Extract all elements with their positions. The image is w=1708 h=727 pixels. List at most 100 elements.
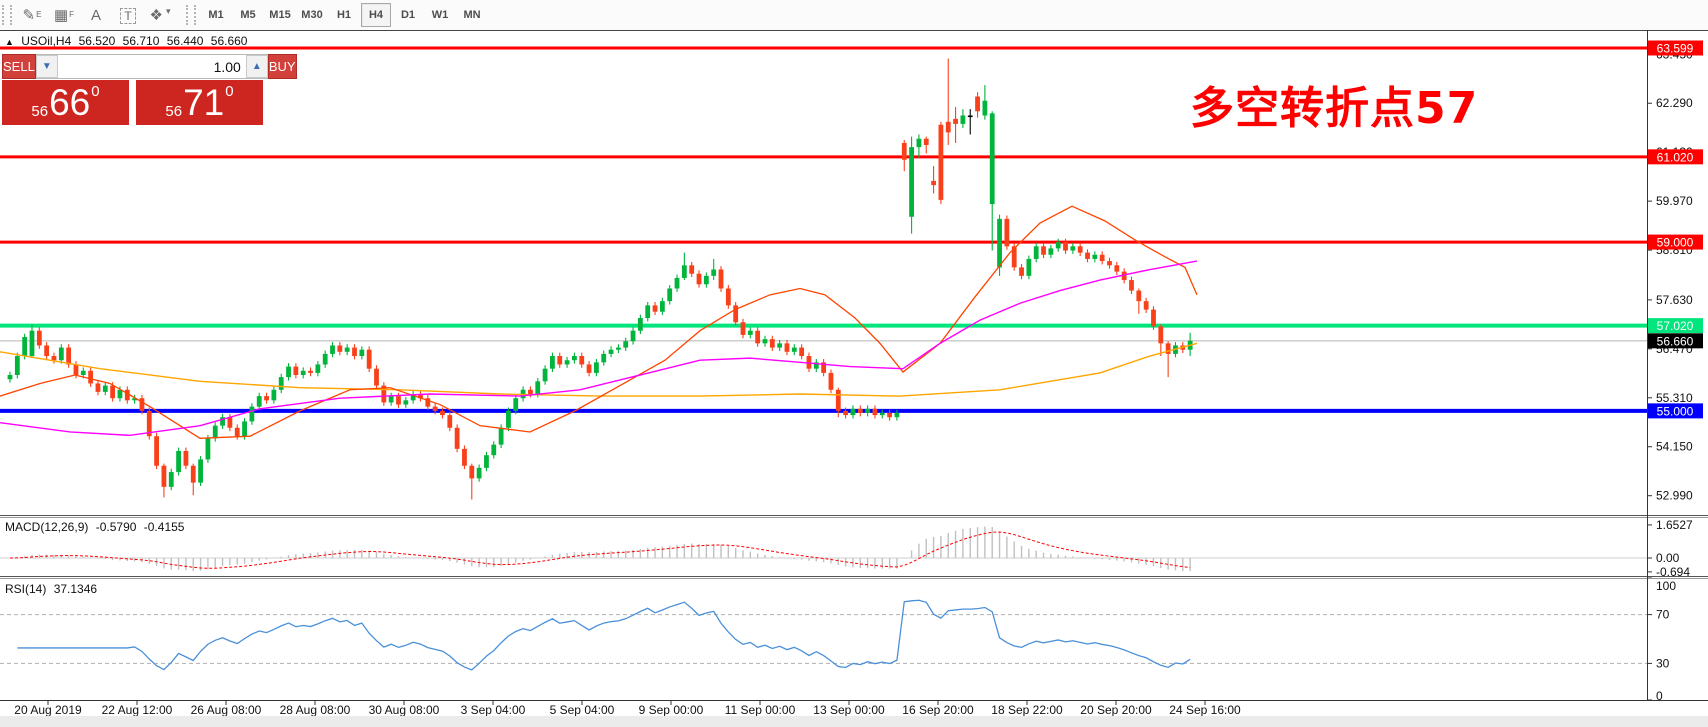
candle [410,393,416,401]
shapes-tool-button[interactable]: ❖ ▾ [149,6,171,24]
candle [1041,246,1046,255]
candle [586,364,592,373]
candle [264,396,269,401]
timeframe-tab-w1[interactable]: W1 [431,9,449,21]
price-badge [1648,234,1703,250]
price-tick-label: 52.990 [1656,489,1693,503]
price-badge [1648,149,1703,165]
candle [601,353,607,363]
candle [923,138,929,146]
buy-button[interactable]: BUY [267,54,297,79]
time-tick-label: 5 Sep 04:00 [550,703,615,717]
volume-input[interactable] [57,55,246,78]
volume-decrease-button[interactable]: ▼ [35,55,58,78]
rsi-label: RSI(14) 37.1346 [5,582,101,596]
chart-canvas[interactable]: 63.45062.29061.13059.97058.81057.63056.4… [0,30,1708,727]
candle [95,383,101,392]
candle [1077,246,1083,253]
timeframe-tab-h4[interactable]: H4 [361,3,391,27]
candle [1114,265,1120,272]
timeframe-tab-m30[interactable]: M30 [301,9,323,21]
candle [381,385,387,403]
sell-button[interactable]: SELL [2,54,36,79]
timeframe-tab-d1[interactable]: D1 [400,9,416,21]
candle [139,398,145,411]
candle [80,370,86,376]
candle [960,115,966,124]
candle [982,100,988,116]
text-tool-button[interactable]: A [90,7,101,24]
candle [469,465,475,479]
price-badge-label: 61.020 [1657,150,1694,164]
candle [887,412,892,418]
candle [1063,242,1068,251]
candle [872,408,878,416]
candle [198,459,203,483]
candle [124,389,130,401]
sell-price-prefix: 56 [31,103,49,120]
candle [234,427,240,437]
candle [102,385,108,392]
candle [689,265,695,274]
ma-mid-line [0,205,1198,439]
timeframe-tab-h1[interactable]: H1 [336,9,352,21]
timeframe-tab-m5[interactable]: M5 [240,9,256,21]
ohlc-low: 56.440 [166,34,204,48]
price-badge-label: 59.000 [1657,236,1694,250]
candle [330,345,335,354]
candle [813,362,819,369]
macd-tick-label: 0.00 [1656,551,1680,565]
toolbar-grip-2[interactable] [186,5,196,25]
candle [1033,246,1039,259]
time-tick-label: 20 Sep 20:00 [1080,703,1152,717]
candle [806,356,812,369]
candle [747,330,753,335]
volume-increase-button[interactable]: ▲ [245,55,268,78]
buy-price-display[interactable]: 56 71 0 [136,80,263,125]
candle [630,330,636,342]
price-axis: 63.45062.29061.13059.97058.81057.63056.4… [1647,40,1703,703]
candle [989,113,995,205]
candle [117,389,123,399]
timeframe-tab-m15[interactable]: M15 [269,9,291,21]
macd-tick-label: 1.6527 [1656,518,1693,532]
price-badge [1648,318,1703,334]
ohlc-close: 56.660 [210,34,248,48]
candle [36,330,42,346]
candle [366,349,372,369]
candle [447,415,453,428]
candle [425,398,431,407]
grid-tool-button[interactable]: ▦ F [53,7,75,24]
macd-tick-label: -0.694 [1656,565,1690,579]
candle [7,375,13,380]
textbox-tool-button[interactable]: T [112,3,144,27]
symbol-name: USOil,H4 [21,34,72,48]
candle [374,368,379,386]
price-badge-label: 63.599 [1657,42,1694,56]
candle [894,412,900,418]
pencil-tool-button[interactable]: ✎ E [22,7,42,24]
candle [1019,267,1024,276]
candle [777,343,783,348]
rsi-tick-label: 100 [1656,579,1676,593]
drawing-tools-group: ✎ E ▦ F A T ❖ ▾ [16,3,176,27]
candle [975,96,980,112]
candle [359,349,365,357]
toolbar-grip[interactable] [2,5,12,25]
candle [337,345,343,352]
timeframe-tab-mn[interactable]: MN [463,9,481,21]
rsi-pane[interactable] [0,599,1647,671]
time-tick-label: 11 Sep 00:00 [725,703,796,717]
candle [22,337,28,357]
sell-price-display[interactable]: 56 66 0 [2,80,129,125]
macd-pane[interactable] [0,526,1647,572]
timeframe-tab-m1[interactable]: M1 [208,9,224,21]
price-tick-label: 54.150 [1656,440,1693,454]
price-pane[interactable] [0,46,1647,500]
candle [784,343,790,352]
candle [1143,301,1149,310]
candle [865,408,871,413]
candle [608,349,614,354]
candle [1129,280,1134,291]
time-tick-label: 13 Sep 00:00 [813,703,885,717]
